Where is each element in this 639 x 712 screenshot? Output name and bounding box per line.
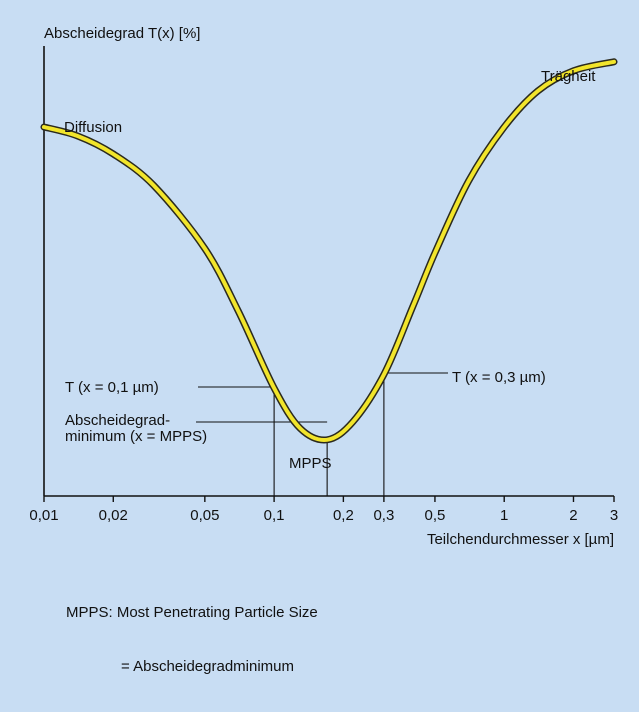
- chart-figure: Abscheidegrad T(x) [%] 0,01 0,02 0,05 0,1 0,…: [29, 25, 618, 675]
- footnote-line1: MPPS: Most Penetrating Particle Size: [66, 604, 318, 621]
- annotation-minimum-line1: Abscheidegrad-: [65, 412, 170, 429]
- x-tick-label: 0,02: [99, 507, 128, 524]
- annotation-minimum-line2: minimum (x = MPPS): [65, 428, 207, 445]
- annotation-t-01: T (x = 0,1 µm): [65, 379, 159, 396]
- chart-svg: Abscheidegrad T(x) [%] 0,01 0,02 0,05 0,1 0,…: [29, 25, 618, 548]
- x-tick-label: 0,2: [333, 507, 354, 524]
- annotation-guides: [196, 372, 448, 496]
- series-curve: [42, 59, 616, 442]
- x-tick-label: 0,5: [425, 507, 446, 524]
- footnote-line2: = Abscheidegradminimum: [121, 658, 295, 675]
- x-tick-label: 0,1: [264, 507, 285, 524]
- annotation-diffusion: Diffusion: [64, 119, 122, 136]
- x-tick-label: 1: [500, 507, 508, 524]
- x-tick-label: 0,01: [29, 507, 58, 524]
- annotation-mpps: MPPS: [289, 455, 332, 472]
- y-axis-label: Abscheidegrad T(x) [%]: [44, 25, 200, 42]
- x-ticks: 0,01 0,02 0,05 0,1 0,2 0,3 0,5 1 2 3: [29, 496, 618, 524]
- x-tick-label: 3: [610, 507, 618, 524]
- x-tick-label: 0,3: [373, 507, 394, 524]
- footnote: MPPS: Most Penetrating Particle Size = A…: [66, 568, 318, 712]
- x-tick-label: 2: [569, 507, 577, 524]
- annotation-t-03: T (x = 0,3 µm): [452, 369, 546, 386]
- annotation-traegheit: Trägheit: [541, 68, 596, 85]
- x-tick-label: 0,05: [190, 507, 219, 524]
- x-axis-label: Teilchendurchmesser x [µm]: [427, 531, 614, 548]
